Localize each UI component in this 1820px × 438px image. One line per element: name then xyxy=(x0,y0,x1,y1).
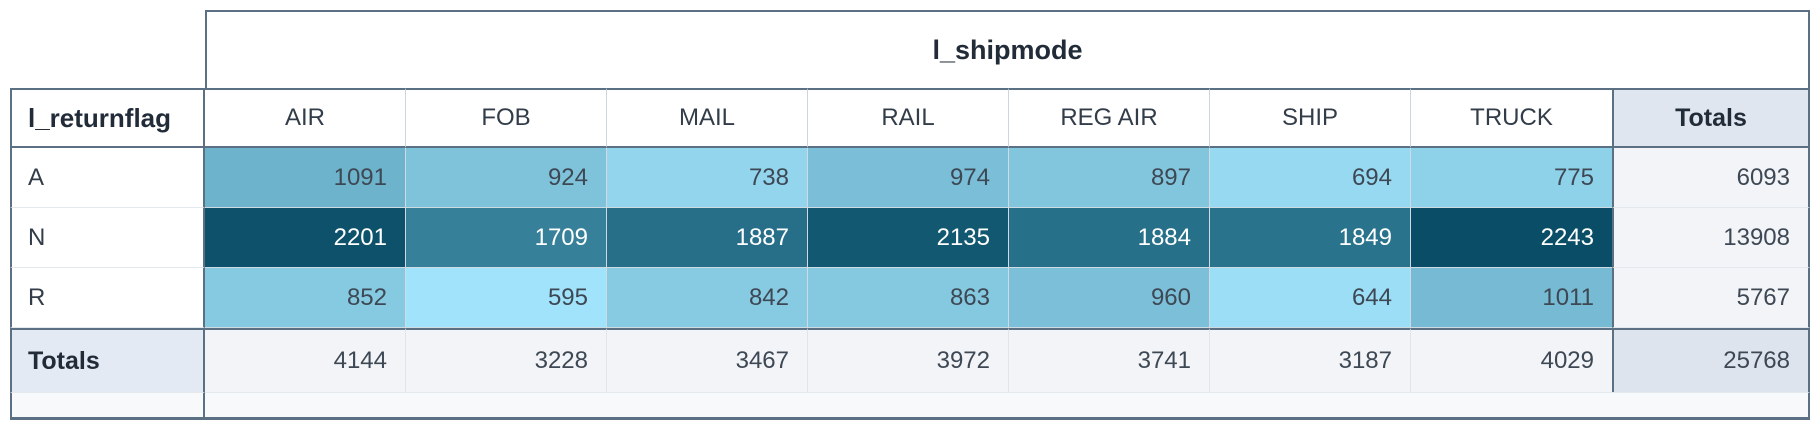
top-left-spacer xyxy=(10,10,205,88)
row-total-cell[interactable]: 6093 xyxy=(1612,148,1810,208)
table-footer-left xyxy=(10,392,205,420)
row-label-a[interactable]: A xyxy=(10,148,205,208)
heatmap-cell[interactable]: 2243 xyxy=(1411,208,1612,268)
heatmap-cell[interactable]: 924 xyxy=(406,148,607,208)
heatmap-cell[interactable]: 738 xyxy=(607,148,808,208)
heatmap-cell[interactable]: 974 xyxy=(808,148,1009,208)
column-header-fob[interactable]: FOB xyxy=(406,88,607,148)
column-total-cell[interactable]: 3972 xyxy=(808,328,1009,392)
column-total-cell[interactable]: 3187 xyxy=(1210,328,1411,392)
heatmap-cell[interactable]: 1011 xyxy=(1411,268,1612,328)
row-label-n[interactable]: N xyxy=(10,208,205,268)
heatmap-cell[interactable]: 1091 xyxy=(205,148,406,208)
column-total-cell[interactable]: 4144 xyxy=(205,328,406,392)
column-header-ship[interactable]: SHIP xyxy=(1210,88,1411,148)
heatmap-cell[interactable]: 960 xyxy=(1009,268,1210,328)
row-label-r[interactable]: R xyxy=(10,268,205,328)
column-total-cell[interactable]: 3741 xyxy=(1009,328,1210,392)
table-footer xyxy=(205,392,1810,420)
heatmap-cell[interactable]: 1887 xyxy=(607,208,808,268)
column-header-truck[interactable]: TRUCK xyxy=(1411,88,1612,148)
row-total-cell[interactable]: 13908 xyxy=(1612,208,1810,268)
column-header-mail[interactable]: MAIL xyxy=(607,88,808,148)
heatmap-cell[interactable]: 1884 xyxy=(1009,208,1210,268)
heatmap-cell[interactable]: 863 xyxy=(808,268,1009,328)
heatmap-cell[interactable]: 897 xyxy=(1009,148,1210,208)
column-total-cell[interactable]: 4029 xyxy=(1411,328,1612,392)
totals-row-label: Totals xyxy=(10,328,205,392)
heatmap-cell[interactable]: 595 xyxy=(406,268,607,328)
heatmap-cell[interactable]: 842 xyxy=(607,268,808,328)
row-dimension-header: l_returnflag xyxy=(10,88,205,148)
column-total-cell[interactable]: 3228 xyxy=(406,328,607,392)
heatmap-cell[interactable]: 775 xyxy=(1411,148,1612,208)
row-total-cell[interactable]: 5767 xyxy=(1612,268,1810,328)
column-dimension-header: l_shipmode xyxy=(205,10,1810,88)
grand-total-cell[interactable]: 25768 xyxy=(1612,328,1810,392)
column-header-rail[interactable]: RAIL xyxy=(808,88,1009,148)
heatmap-cell[interactable]: 852 xyxy=(205,268,406,328)
column-header-air[interactable]: AIR xyxy=(205,88,406,148)
heatmap-cell[interactable]: 644 xyxy=(1210,268,1411,328)
heatmap-cell[interactable]: 1849 xyxy=(1210,208,1411,268)
heatmap-cell[interactable]: 1709 xyxy=(406,208,607,268)
totals-column-header: Totals xyxy=(1612,88,1810,148)
heatmap-cell[interactable]: 2201 xyxy=(205,208,406,268)
column-total-cell[interactable]: 3467 xyxy=(607,328,808,392)
pivot-table: l_shipmode l_returnflag AIR FOB MAIL RAI… xyxy=(10,10,1810,420)
heatmap-cell[interactable]: 2135 xyxy=(808,208,1009,268)
column-header-reg-air[interactable]: REG AIR xyxy=(1009,88,1210,148)
heatmap-cell[interactable]: 694 xyxy=(1210,148,1411,208)
